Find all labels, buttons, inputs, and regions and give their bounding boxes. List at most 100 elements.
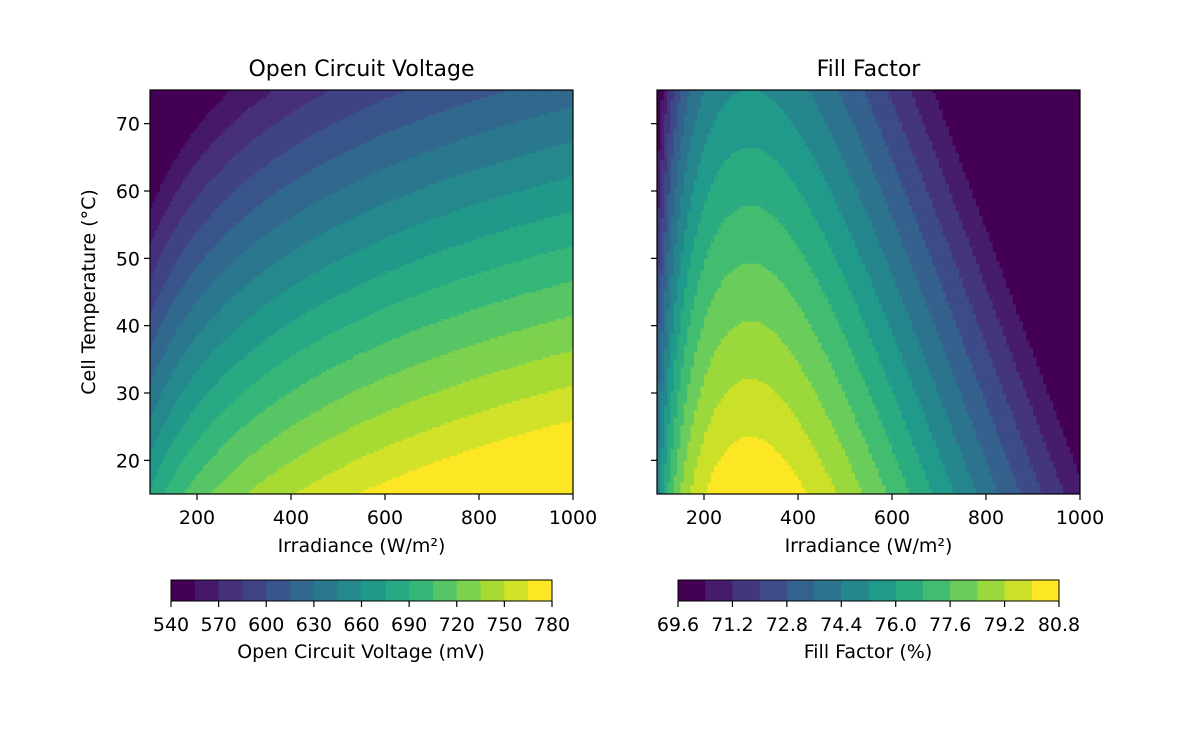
- voc-contour-cell: [175, 193, 179, 197]
- voc-contour-cell: [192, 429, 196, 433]
- voc-contour-cell: [180, 166, 184, 170]
- voc-contour-cell: [165, 344, 169, 348]
- voc-contour-cell: [162, 111, 166, 115]
- voc-contour-cell: [165, 325, 169, 329]
- voc-contour-cell: [192, 489, 196, 493]
- voc-contour-cell: [185, 477, 189, 481]
- voc-contour-cell: [157, 414, 161, 418]
- voc-contour-cell: [170, 157, 174, 161]
- voc-contour-cell: [155, 174, 159, 178]
- voc-contour-cell: [165, 195, 169, 199]
- voc-contour-cell: [170, 154, 174, 158]
- voc-contour-cell: [197, 469, 201, 473]
- voc-contour-cell: [155, 275, 159, 279]
- voc-contour-cell: [180, 405, 184, 409]
- voc-contour-cell: [177, 477, 181, 481]
- voc-contour-cell: [182, 366, 186, 370]
- voc-contour-cell: [170, 393, 174, 396]
- voc-contour-cell: [150, 210, 154, 214]
- voc-contour-cell: [157, 212, 161, 216]
- voc-contour-cell: [217, 467, 222, 471]
- voc-contour-cell: [160, 474, 164, 478]
- voc-contour-cell: [207, 448, 212, 452]
- voc-contour-cell: [182, 169, 186, 173]
- voc-contour-cell: [170, 162, 174, 166]
- voc-contour-cell: [217, 469, 222, 473]
- voc-contour-cell: [180, 436, 184, 440]
- voc-contour-cell: [155, 253, 159, 257]
- voc-contour-cell: [160, 222, 164, 226]
- voc-contour-cell: [155, 116, 159, 120]
- voc-contour-cell: [152, 390, 156, 394]
- voc-contour-cell: [167, 407, 171, 411]
- voc-contour-cell: [150, 135, 154, 139]
- voc-contour-cell: [177, 102, 181, 106]
- voc-contour-cell: [202, 460, 206, 464]
- voc-contour-cell: [172, 325, 176, 329]
- voc-contour-cell: [150, 380, 154, 384]
- voc-contour-cell: [157, 118, 161, 122]
- voc-contour-cell: [150, 109, 154, 113]
- voc-contour-cell: [200, 402, 204, 406]
- voc-contour-cell: [157, 308, 161, 312]
- voc-contour-cell: [150, 239, 154, 243]
- voc-contour-cell: [192, 424, 196, 428]
- voc-contour-cell: [170, 467, 174, 471]
- voc-contour-cell: [165, 342, 169, 346]
- voc-contour-cell: [150, 159, 154, 163]
- voc-contour-cell: [160, 200, 164, 204]
- voc-contour-cell: [190, 477, 194, 481]
- voc-contour-cell: [177, 267, 181, 271]
- voc-contour-cell: [155, 138, 159, 142]
- voc-contour-cell: [165, 241, 169, 245]
- voc-contour-cell: [210, 397, 214, 401]
- voc-contour-cell: [172, 448, 176, 452]
- voc-contour-cell: [170, 489, 174, 493]
- voc-contour-cell: [215, 453, 219, 457]
- voc-contour-cell: [175, 207, 179, 211]
- voc-contour-cell: [182, 222, 186, 226]
- voc-contour-cell: [165, 183, 169, 187]
- voc-contour-cell: [197, 484, 201, 488]
- voc-contour-cell: [167, 219, 171, 223]
- voc-contour-cell: [157, 284, 161, 288]
- voc-contour-cell: [160, 328, 164, 332]
- voc-contour-cell: [200, 414, 204, 418]
- voc-contour-cell: [155, 405, 159, 409]
- voc-contour-cell: [175, 426, 179, 430]
- voc-contour-cell: [150, 123, 154, 127]
- voc-contour-cell: [180, 380, 184, 384]
- voc-contour-cell: [177, 299, 181, 303]
- voc-contour-cell: [170, 130, 174, 134]
- voc-contour-cell: [180, 308, 184, 312]
- voc-contour-cell: [202, 477, 206, 481]
- voc-contour-cell: [165, 104, 169, 108]
- voc-contour-cell: [160, 340, 164, 344]
- voc-contour-cell: [152, 248, 156, 252]
- voc-contour-cell: [160, 484, 164, 488]
- voc-contour-cell: [182, 181, 186, 185]
- voc-contour-cell: [205, 419, 209, 423]
- voc-contour-cell: [170, 455, 174, 459]
- voc-contour-cell: [152, 361, 156, 365]
- voc-contour-cell: [167, 253, 171, 257]
- voc-contour-cell: [172, 347, 176, 351]
- voc-contour-cell: [207, 436, 212, 440]
- voc-contour-cell: [160, 272, 164, 276]
- voc-contour-cell: [162, 205, 166, 209]
- voc-contour-cell: [167, 248, 171, 252]
- voc-contour-cell: [177, 229, 181, 233]
- voc-contour-cell: [165, 390, 169, 394]
- voc-contour-cell: [150, 477, 154, 481]
- voc-contour-cell: [150, 154, 154, 158]
- voc-contour-cell: [155, 188, 159, 192]
- voc-contour-cell: [170, 385, 174, 389]
- voc-contour-cell: [172, 222, 176, 226]
- voc-contour-cell: [187, 445, 191, 449]
- voc-contour-cell: [177, 128, 181, 132]
- voc-contour-cell: [170, 121, 174, 125]
- voc-contour-cell: [150, 133, 154, 137]
- voc-contour-cell: [162, 104, 166, 108]
- voc-contour-cell: [157, 388, 161, 392]
- voc-contour-cell: [157, 219, 161, 223]
